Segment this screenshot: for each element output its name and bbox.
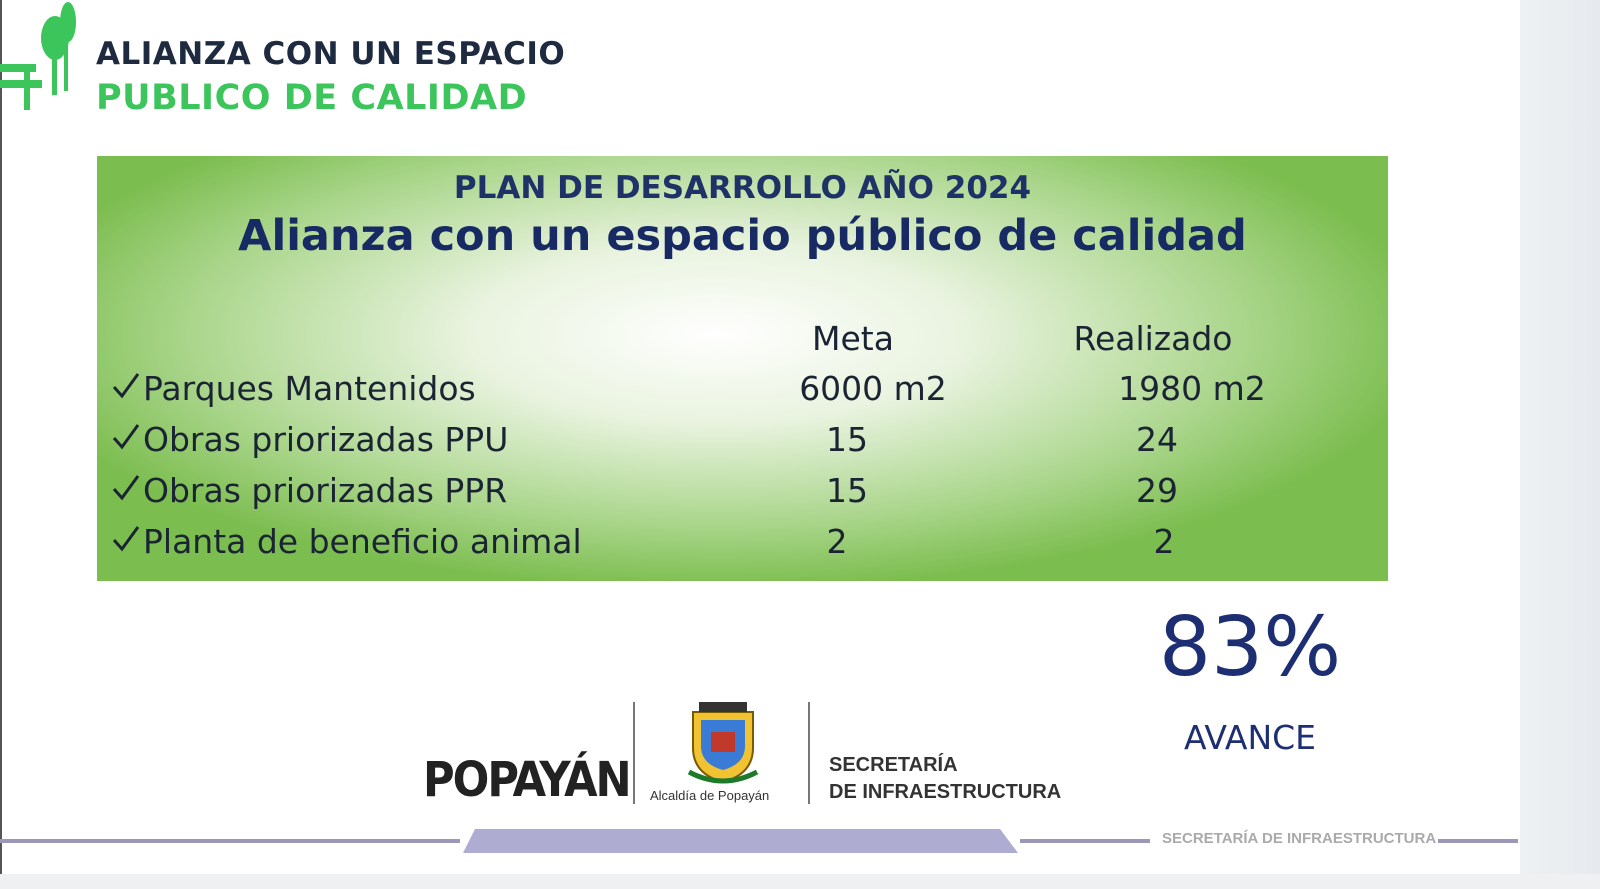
crest bbox=[687, 702, 759, 784]
row-label: Planta de beneficio animal bbox=[143, 522, 582, 561]
meta-value: 15 bbox=[826, 471, 868, 510]
realizado-value: 29 bbox=[1136, 471, 1178, 510]
city-logo: POPAYÁN bbox=[423, 752, 632, 808]
crest-caption: Alcaldía de Popayán bbox=[650, 788, 770, 803]
band-text: SECRETARÍA DE INFRAESTRUCTURA bbox=[1162, 830, 1437, 847]
edge bbox=[0, 0, 2, 874]
header-subtitle: PUBLICO DE CALIDAD bbox=[96, 78, 528, 118]
panel-title: Alianza con un espacio público de calida… bbox=[238, 211, 1247, 261]
column-header: Meta bbox=[812, 319, 894, 358]
realizado-value: 1980 m2 bbox=[1118, 369, 1266, 408]
realizado-value: 24 bbox=[1136, 420, 1178, 459]
meta-value: 15 bbox=[826, 420, 868, 459]
realizado-value: 2 bbox=[1153, 522, 1175, 561]
panel-kicker: PLAN DE DESARROLLO AÑO 2024 bbox=[453, 170, 1032, 206]
row-label: Obras priorizadas PPU bbox=[143, 420, 509, 459]
check-icon bbox=[112, 475, 140, 501]
progress-value: 83% bbox=[1158, 600, 1342, 695]
footer-band bbox=[0, 829, 1518, 853]
column-header: Realizado bbox=[1073, 319, 1233, 358]
row-label: Parques Mantenidos bbox=[143, 369, 476, 408]
divider bbox=[633, 702, 635, 804]
panel: PLAN DE DESARROLLO AÑO 2024 Alianza con … bbox=[97, 156, 1388, 581]
office-name: SECRETARÍA bbox=[829, 754, 958, 776]
divider bbox=[808, 702, 810, 804]
header-title: ALIANZA CON UN ESPACIO bbox=[96, 36, 566, 72]
check-icon bbox=[112, 526, 140, 552]
office-name: DE INFRAESTRUCTURA bbox=[829, 781, 1062, 803]
meta-value: 2 bbox=[826, 522, 848, 561]
progress-label: AVANCE bbox=[1183, 718, 1317, 757]
side-area bbox=[1520, 0, 1600, 889]
check-icon bbox=[112, 373, 140, 399]
row-label: Obras priorizadas PPR bbox=[143, 471, 508, 510]
bottom-area bbox=[0, 874, 1600, 889]
meta-value: 6000 m2 bbox=[799, 369, 947, 408]
check-icon bbox=[112, 424, 140, 450]
park-icon bbox=[0, 2, 76, 110]
